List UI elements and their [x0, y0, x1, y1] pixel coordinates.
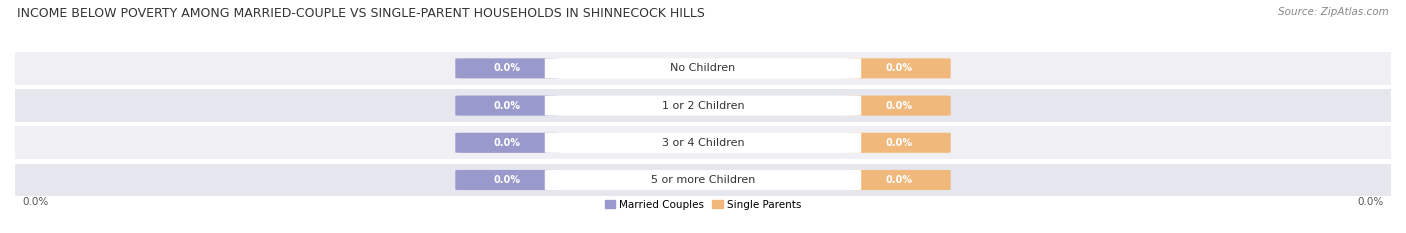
FancyBboxPatch shape — [456, 96, 558, 116]
Text: 0.0%: 0.0% — [886, 138, 912, 148]
Text: 0.0%: 0.0% — [494, 138, 520, 148]
Text: No Children: No Children — [671, 63, 735, 73]
FancyBboxPatch shape — [456, 58, 558, 79]
Text: INCOME BELOW POVERTY AMONG MARRIED-COUPLE VS SINGLE-PARENT HOUSEHOLDS IN SHINNEC: INCOME BELOW POVERTY AMONG MARRIED-COUPL… — [17, 7, 704, 20]
Text: 0.0%: 0.0% — [494, 101, 520, 111]
Bar — [15, 89, 1391, 122]
Text: 0.0%: 0.0% — [886, 63, 912, 73]
Text: 3 or 4 Children: 3 or 4 Children — [662, 138, 744, 148]
Text: 1 or 2 Children: 1 or 2 Children — [662, 101, 744, 111]
FancyBboxPatch shape — [544, 133, 862, 153]
Text: 0.0%: 0.0% — [1358, 197, 1384, 207]
Legend: Married Couples, Single Parents: Married Couples, Single Parents — [603, 198, 803, 212]
FancyBboxPatch shape — [848, 96, 950, 116]
Text: 0.0%: 0.0% — [494, 175, 520, 185]
FancyBboxPatch shape — [456, 170, 558, 190]
FancyBboxPatch shape — [544, 58, 862, 79]
FancyBboxPatch shape — [544, 96, 862, 116]
Text: Source: ZipAtlas.com: Source: ZipAtlas.com — [1278, 7, 1389, 17]
FancyBboxPatch shape — [456, 133, 558, 153]
Text: 0.0%: 0.0% — [886, 101, 912, 111]
FancyBboxPatch shape — [848, 133, 950, 153]
Text: 0.0%: 0.0% — [886, 175, 912, 185]
Text: 5 or more Children: 5 or more Children — [651, 175, 755, 185]
Bar — [15, 164, 1391, 196]
FancyBboxPatch shape — [848, 170, 950, 190]
Bar — [15, 52, 1391, 85]
Text: 0.0%: 0.0% — [494, 63, 520, 73]
Text: 0.0%: 0.0% — [22, 197, 48, 207]
Bar — [15, 127, 1391, 159]
FancyBboxPatch shape — [848, 58, 950, 79]
FancyBboxPatch shape — [544, 170, 862, 190]
